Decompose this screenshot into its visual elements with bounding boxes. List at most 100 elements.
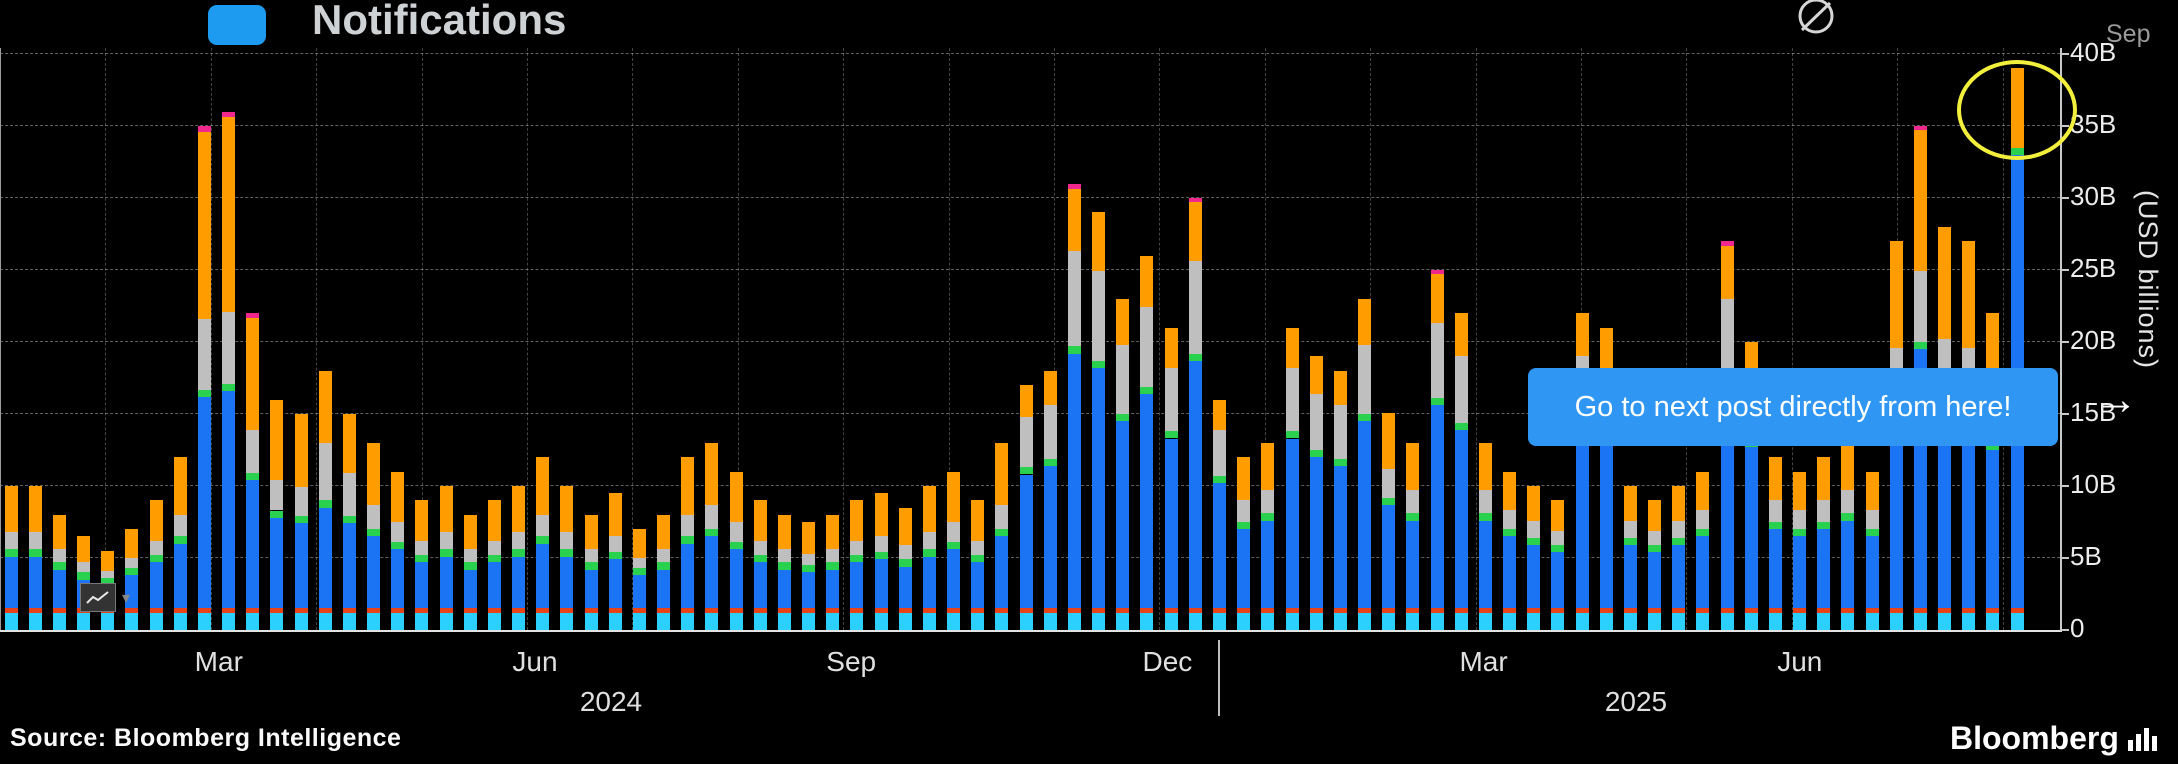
bar-segment-orange xyxy=(1043,370,1057,406)
bar-segment-light-blue xyxy=(1019,612,1033,630)
bar-segment-green xyxy=(294,516,308,524)
bar-segment-red-orange xyxy=(681,608,695,613)
bar-segment-light-blue xyxy=(1116,612,1130,630)
month-gridline xyxy=(316,48,318,630)
bar-segment-gray xyxy=(995,504,1009,530)
bar-segment-red-orange xyxy=(270,608,284,613)
chart-toolbar[interactable]: ▾ xyxy=(80,583,130,612)
bar-segment-light-blue xyxy=(1623,612,1637,630)
bar-segment-gray xyxy=(415,540,429,556)
bar-segment-green xyxy=(922,549,936,557)
bar-segment-light-blue xyxy=(512,612,526,630)
bar-segment-gray xyxy=(1503,510,1517,530)
bar-segment-green xyxy=(826,562,840,570)
stacked-bar xyxy=(1938,48,1952,630)
bar-segment-gray xyxy=(1261,490,1275,514)
bar-segment-red-orange xyxy=(1116,608,1130,613)
stacked-bar xyxy=(391,48,405,630)
stacked-bar xyxy=(1720,48,1734,630)
bar-segment-gray xyxy=(1213,429,1226,476)
bar-segment-light-blue xyxy=(77,612,90,630)
stacked-bar xyxy=(367,48,381,630)
bar-segment-gray xyxy=(1430,323,1444,399)
bar-segment-red-orange xyxy=(657,608,671,613)
bar-segment-green xyxy=(1623,537,1637,546)
app-icon[interactable] xyxy=(208,5,266,45)
bell-slash-icon[interactable] xyxy=(1792,0,1840,47)
bar-segment-blue xyxy=(318,507,332,609)
next-post-tooltip-label: Go to next post directly from here! xyxy=(1574,390,2012,423)
bar-segment-light-blue xyxy=(2010,612,2024,630)
y-axis-tick xyxy=(2060,53,2069,55)
stacked-bar xyxy=(729,48,743,630)
bloomberg-chart-mark-icon xyxy=(2127,727,2157,751)
x-axis-year-label: 2024 xyxy=(579,686,643,717)
bar-segment-red-orange xyxy=(342,608,356,613)
bar-segment-green xyxy=(536,536,550,544)
bar-segment-blue xyxy=(125,575,139,609)
bar-segment-orange xyxy=(1140,255,1154,308)
bar-segment-light-blue xyxy=(1986,612,2000,630)
bar-segment-blue xyxy=(681,543,695,609)
stacked-bar xyxy=(560,48,574,630)
bar-segment-light-blue xyxy=(28,612,42,630)
bar-segment-green xyxy=(1237,522,1251,530)
bar-segment-blue xyxy=(995,536,1009,609)
bar-segment-gray xyxy=(270,480,284,511)
bar-segment-gray xyxy=(391,522,405,543)
stacked-bar xyxy=(1333,48,1347,630)
bar-segment-green xyxy=(28,549,42,557)
bar-segment-green xyxy=(270,510,284,518)
y-axis-tick-label: 5B xyxy=(2070,541,2102,571)
bar-segment-orange xyxy=(1358,298,1372,345)
bar-segment-blue xyxy=(1551,552,1565,609)
bar-segment-light-blue xyxy=(802,612,816,630)
bar-segment-red-orange xyxy=(1527,608,1541,613)
bar-segment-orange xyxy=(1019,385,1033,417)
chevron-down-icon[interactable]: ▾ xyxy=(122,589,131,607)
bar-segment-red-orange xyxy=(1164,608,1178,613)
bar-segment-green xyxy=(415,555,429,563)
bar-segment-blue xyxy=(149,562,163,609)
bar-segment-green xyxy=(777,562,791,570)
next-post-tooltip[interactable]: Go to next post directly from here! xyxy=(1528,368,2058,446)
bar-segment-red-orange xyxy=(1406,608,1420,613)
bar-segment-blue xyxy=(1986,450,2000,609)
bar-segment-gray xyxy=(1043,405,1057,459)
bar-segment-light-blue xyxy=(1092,612,1106,630)
stacked-bar xyxy=(1527,48,1541,630)
bar-segment-light-blue xyxy=(246,612,260,630)
bar-segment-blue xyxy=(802,572,816,609)
bar-segment-gray xyxy=(1623,520,1637,538)
bar-segment-gray xyxy=(777,549,791,563)
bar-segment-blue xyxy=(1503,536,1517,609)
y-axis-tick-label: 15B xyxy=(2070,397,2117,427)
bar-segment-orange xyxy=(391,471,405,522)
bar-segment-light-blue xyxy=(1793,612,1807,630)
stacked-bar xyxy=(1140,48,1154,630)
bar-segment-red-orange xyxy=(1913,608,1927,613)
bar-segment-green xyxy=(1648,545,1662,553)
bar-segment-orange xyxy=(1261,442,1275,491)
bar-segment-green xyxy=(971,555,985,563)
bar-segment-red-orange xyxy=(922,608,936,613)
bar-segment-gray xyxy=(4,532,18,550)
bar-segment-gray xyxy=(753,540,767,556)
bar-segment-red-orange xyxy=(439,608,453,613)
bar-segment-red-orange xyxy=(1309,608,1323,613)
stacked-bar xyxy=(222,48,236,630)
stacked-bar xyxy=(971,48,985,630)
stacked-bar xyxy=(1841,48,1855,630)
bar-segment-green xyxy=(1696,529,1710,537)
bar-segment-green xyxy=(318,500,332,508)
bar-segment-orange xyxy=(1213,399,1226,430)
stacked-bar xyxy=(1116,48,1130,630)
bar-segment-light-blue xyxy=(536,612,550,630)
bar-segment-red-orange xyxy=(1599,608,1613,613)
chart-type-icon[interactable] xyxy=(80,583,116,612)
bar-segment-red-orange xyxy=(1623,608,1637,613)
bar-segment-gray xyxy=(1478,490,1492,514)
next-post-arrow-icon[interactable]: → xyxy=(2094,375,2138,424)
bar-segment-gray xyxy=(487,540,501,556)
